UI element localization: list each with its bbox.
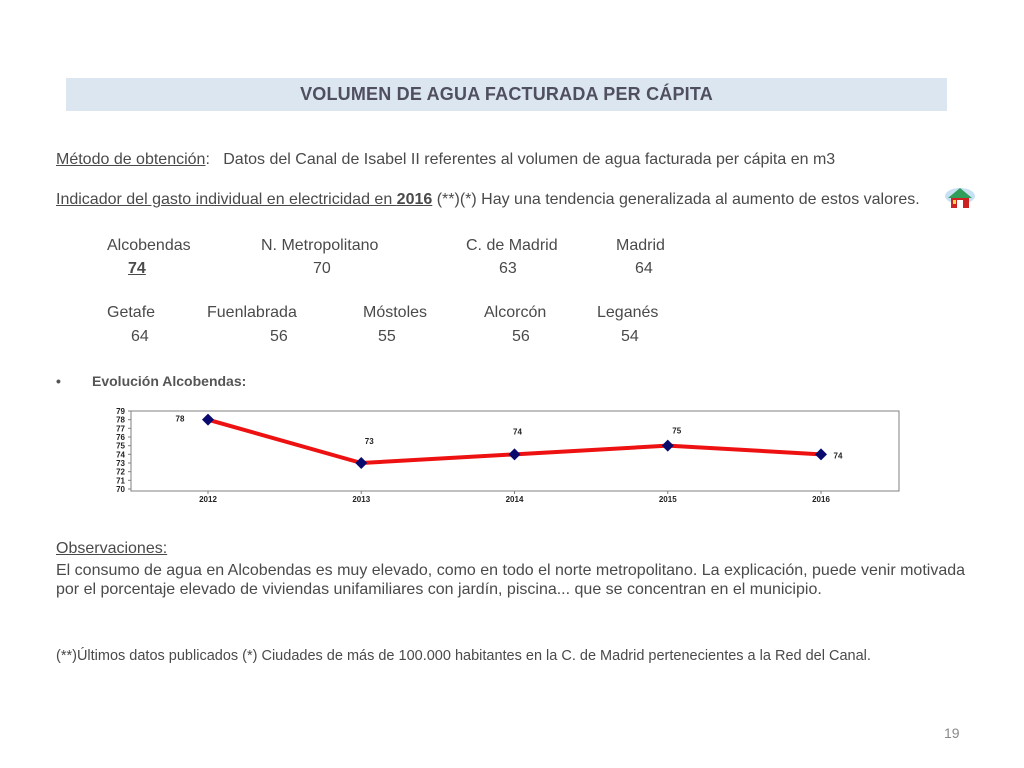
data-label: 74 [834, 451, 843, 460]
data-point-marker [661, 439, 674, 452]
city-label-mostoles: Móstoles [363, 304, 428, 321]
observations-text: El consumo de agua en Alcobendas es muy … [56, 562, 966, 598]
page-number: 19 [944, 725, 960, 741]
y-tick-label: 76 [116, 433, 125, 442]
bullet-text: Evolución Alcobendas: [92, 373, 247, 389]
y-tick-label: 71 [116, 476, 125, 485]
city-label-n-metropolitano: N. Metropolitano [261, 237, 379, 254]
city-label-getafe: Getafe [107, 304, 156, 321]
city-value-mostoles: 55 [378, 328, 396, 345]
data-label: 78 [176, 415, 185, 424]
y-tick-label: 74 [116, 450, 125, 459]
y-tick-label: 70 [116, 485, 125, 494]
indicator-line: Indicador del gasto individual en electr… [56, 191, 920, 209]
method-text: Datos del Canal de Isabel II referentes … [223, 151, 836, 168]
data-point-marker [508, 448, 521, 461]
y-tick-label: 72 [116, 468, 125, 477]
x-tick-label: 2015 [659, 495, 677, 504]
city-label-alcobendas: Alcobendas [107, 237, 191, 254]
bullet-symbol: • [56, 373, 61, 389]
city-value-leganes: 54 [621, 328, 639, 345]
city-value-madrid: 64 [635, 260, 653, 277]
bullet-evolucion: • Evolución Alcobendas: [56, 373, 246, 389]
y-tick-label: 79 [116, 407, 125, 416]
city-value-c-madrid: 63 [499, 260, 517, 277]
indicator-text-b: (**)(*) Hay una tendencia generalizada a… [432, 191, 920, 208]
city-value-alcobendas: 74 [128, 260, 146, 277]
x-tick-label: 2013 [352, 495, 370, 504]
footnote: (**)Últimos datos publicados (*) Ciudade… [56, 648, 871, 664]
method-colon: : [205, 151, 210, 168]
city-label-leganes: Leganés [597, 304, 659, 321]
city-label-fuenlabrada: Fuenlabrada [207, 304, 297, 321]
data-label: 75 [672, 427, 681, 436]
observations-title: Observaciones: [56, 540, 168, 557]
city-value-getafe: 64 [131, 328, 149, 345]
slide-title: VOLUMEN DE AGUA FACTURADA PER CÁPITA [300, 84, 713, 104]
y-tick-label: 77 [116, 424, 125, 433]
city-value-fuenlabrada: 56 [270, 328, 288, 345]
x-tick-label: 2012 [199, 495, 217, 504]
data-point-marker [202, 413, 214, 426]
data-point-marker [355, 457, 368, 469]
y-tick-label: 75 [116, 442, 125, 451]
house-logo-icon [945, 188, 975, 208]
data-label: 73 [365, 437, 374, 446]
city-value-n-metropolitano: 70 [313, 260, 331, 277]
title-bar: VOLUMEN DE AGUA FACTURADA PER CÁPITA [66, 78, 947, 111]
x-tick-label: 2016 [812, 495, 830, 504]
city-label-madrid: Madrid [616, 237, 665, 254]
method-line: Método de obtención: Datos del Canal de … [56, 151, 835, 169]
city-value-alcorcon: 56 [512, 328, 530, 345]
data-point-marker [815, 448, 827, 461]
city-label-c-madrid: C. de Madrid [466, 237, 558, 254]
indicator-text: Indicador del gasto individual en electr… [56, 191, 397, 208]
y-tick-label: 78 [116, 416, 125, 425]
city-label-alcorcon: Alcorcón [484, 304, 547, 321]
y-tick-label: 73 [116, 459, 125, 468]
indicator-year: 2016 [396, 191, 433, 208]
data-label: 74 [513, 427, 522, 436]
x-tick-label: 2014 [506, 495, 524, 504]
method-label: Método de obtención [56, 151, 206, 168]
